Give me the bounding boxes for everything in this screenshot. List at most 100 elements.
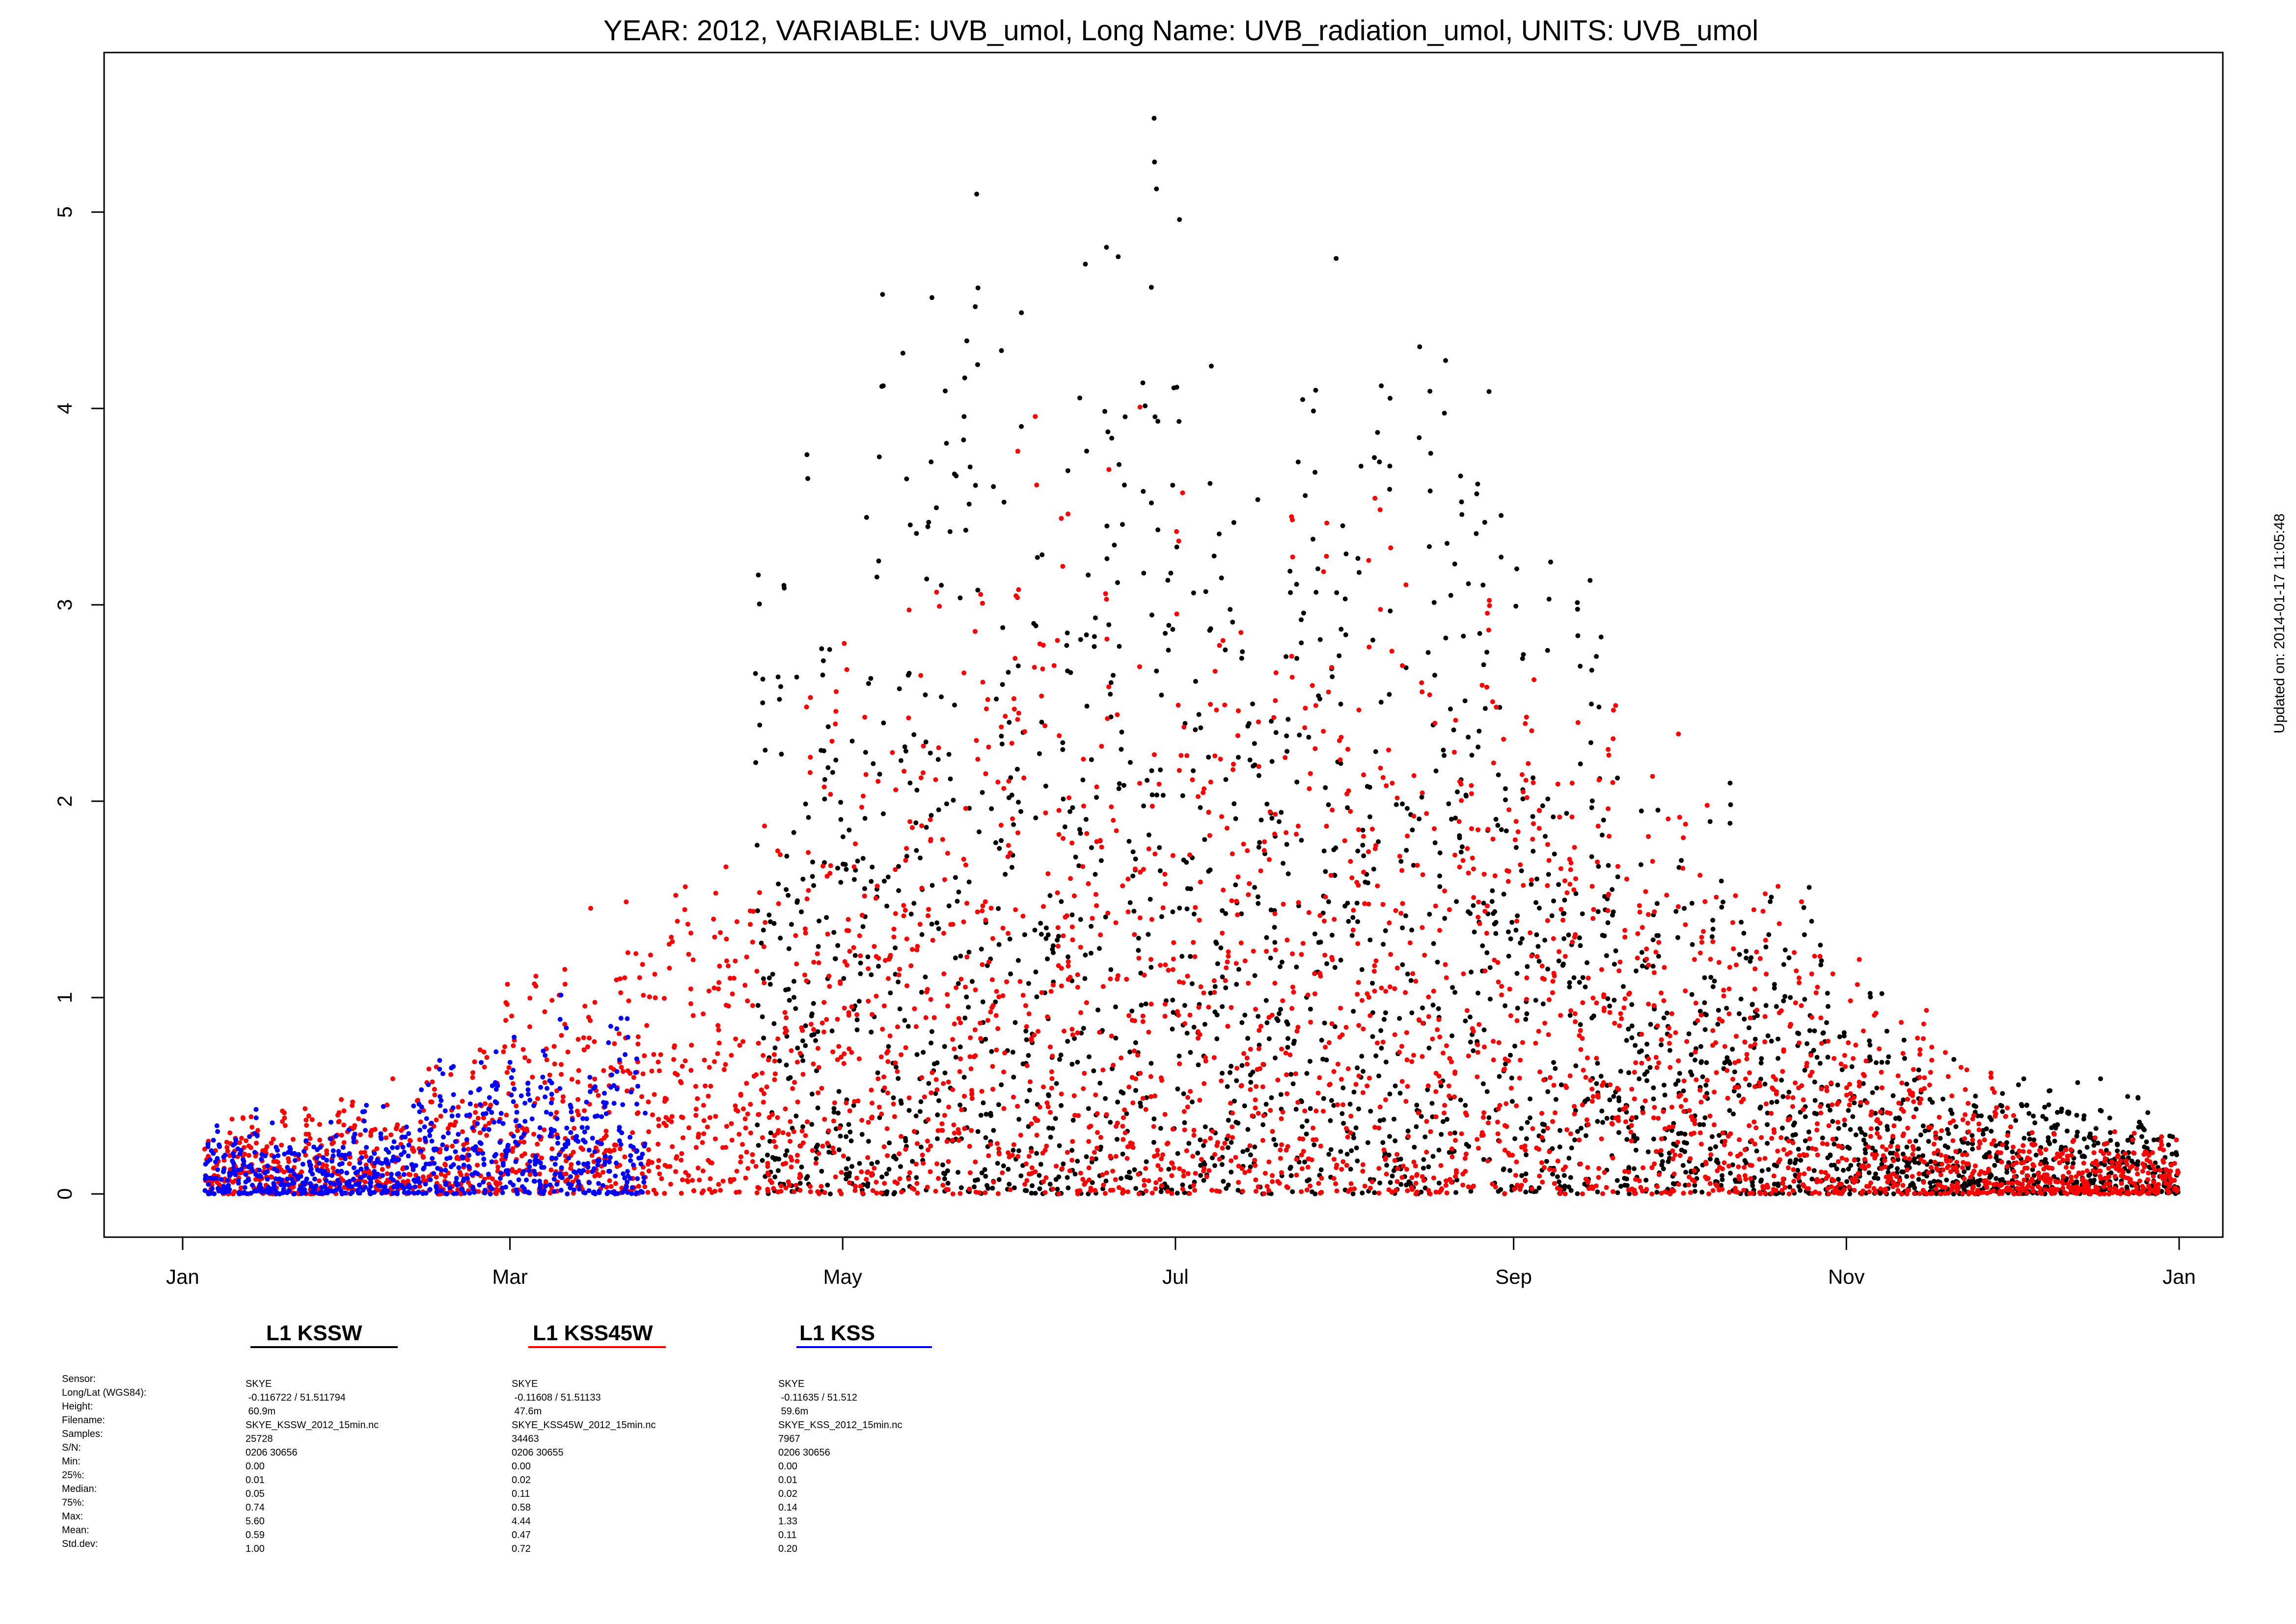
data-point [738,1091,743,1097]
data-point [1703,1083,1709,1088]
data-point [1231,801,1237,807]
data-point [1830,1119,1835,1124]
data-point [1075,972,1080,977]
data-point [1449,1033,1455,1038]
data-point [1453,718,1458,723]
data-point [1442,410,1447,416]
data-point [1089,845,1094,850]
data-point [646,1099,651,1105]
data-point [1501,892,1506,897]
data-point [1540,1121,1545,1127]
data-point [1399,1044,1404,1049]
data-point [1206,1168,1212,1173]
data-point [1501,736,1506,742]
data-point [1110,1168,1116,1174]
data-point [1624,1176,1629,1182]
data-point [1230,1110,1235,1116]
data-point [2144,1139,2149,1144]
data-point [945,1168,950,1173]
data-point [1234,982,1239,987]
data-point [1372,988,1377,994]
data-point [1398,859,1404,864]
data-point [1278,1092,1284,1097]
data-point [1308,1006,1313,1012]
data-point [1089,757,1094,762]
data-point [1983,1154,1989,1159]
data-point [795,898,800,903]
data-point [1267,809,1273,814]
data-point [1162,1001,1168,1007]
data-point [646,1129,652,1135]
data-point [1097,838,1103,843]
data-point [1519,936,1525,941]
data-point [1182,1021,1188,1026]
data-point [1928,1185,1934,1190]
data-point [840,834,846,839]
data-point [1324,554,1329,559]
data-point [1343,551,1349,557]
data-point [885,1090,890,1096]
data-point [1661,1083,1667,1088]
data-point [921,1161,926,1166]
data-point [896,972,902,977]
data-point [1079,1030,1084,1036]
data-point [1015,449,1020,454]
data-point [934,1161,940,1166]
data-point [1675,1078,1681,1083]
data-point [1811,1168,1817,1173]
data-point [1631,1166,1637,1171]
data-point [720,1178,726,1184]
data-point [813,1161,819,1166]
data-point [1334,590,1339,595]
data-point [1304,1187,1310,1192]
data-point [860,793,866,799]
data-point [1356,1023,1362,1028]
data-point [811,883,817,888]
data-point [1873,1060,1879,1065]
data-point [966,949,972,955]
data-point [1202,1166,1207,1171]
data-point [1198,984,1203,990]
data-point [592,1076,598,1082]
data-point [870,1188,875,1193]
data-point [1012,656,1018,661]
data-point [708,1083,713,1089]
data-point [1629,1002,1635,1007]
data-point [1015,958,1021,963]
data-point [929,459,934,464]
data-point [1414,1124,1419,1130]
data-point [1634,1136,1640,1141]
data-point [1313,590,1319,595]
data-point [1202,1162,1207,1167]
data-point [317,1137,323,1143]
data-point [1208,990,1213,996]
data-point [920,770,926,776]
data-point [1297,732,1302,738]
data-point [2098,1076,2103,1082]
data-point [1327,1082,1333,1087]
data-point [1523,1171,1529,1177]
data-point [1057,1143,1062,1148]
data-point [950,1037,956,1042]
data-point [503,1000,509,1005]
data-point [1141,570,1147,576]
data-point [1392,1032,1397,1037]
data-point [527,1172,533,1177]
data-point [691,1188,696,1193]
data-point [817,918,822,923]
data-point [1309,1157,1314,1163]
data-point [811,1061,816,1067]
data-point [1589,702,1594,707]
data-point [961,414,967,419]
data-point [1426,994,1431,1000]
data-point [990,1186,995,1191]
data-point [1177,1166,1182,1171]
data-point [1320,1109,1326,1114]
data-point [1578,663,1583,669]
data-point [1431,941,1436,947]
data-point [1174,611,1179,617]
data-point [1515,913,1520,919]
data-point [1125,1189,1131,1194]
data-point [1206,1004,1211,1010]
data-point [928,817,933,822]
